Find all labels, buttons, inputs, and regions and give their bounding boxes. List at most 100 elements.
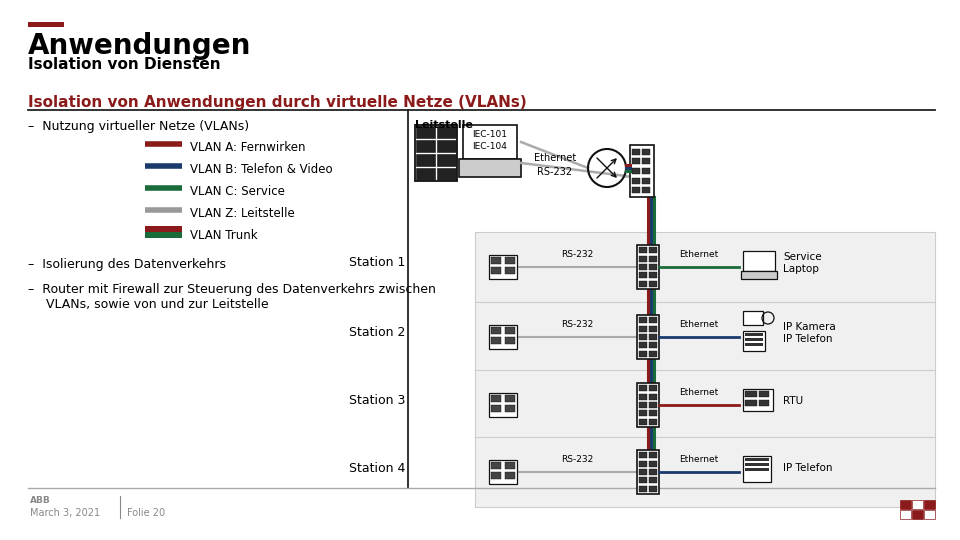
Bar bbox=[743, 331, 765, 351]
Bar bbox=[475, 302, 935, 372]
Bar bbox=[505, 337, 515, 344]
Text: ABB: ABB bbox=[30, 496, 51, 505]
Bar bbox=[639, 477, 647, 483]
Bar bbox=[639, 272, 647, 278]
Bar bbox=[745, 391, 757, 397]
Bar bbox=[759, 391, 769, 397]
Bar bbox=[505, 462, 515, 469]
Bar bbox=[415, 125, 457, 181]
Bar bbox=[505, 405, 515, 412]
Bar bbox=[632, 148, 640, 154]
Bar bbox=[745, 463, 769, 466]
Text: VLAN Z: Leitstelle: VLAN Z: Leitstelle bbox=[190, 207, 295, 220]
Text: Ethernet: Ethernet bbox=[534, 153, 576, 163]
Bar bbox=[743, 311, 763, 325]
Bar bbox=[642, 168, 650, 174]
Text: IEC-104: IEC-104 bbox=[472, 142, 508, 151]
Text: Service
Laptop: Service Laptop bbox=[783, 252, 822, 274]
Text: Isolation von Diensten: Isolation von Diensten bbox=[28, 57, 221, 72]
Bar bbox=[745, 333, 763, 336]
Bar bbox=[649, 469, 657, 475]
Bar bbox=[437, 154, 456, 166]
Bar bbox=[491, 395, 501, 402]
Bar bbox=[649, 318, 657, 323]
Bar bbox=[649, 485, 657, 491]
Text: Anwendungen: Anwendungen bbox=[28, 32, 252, 60]
Text: Station 1: Station 1 bbox=[348, 256, 405, 269]
Text: IEC-101: IEC-101 bbox=[472, 130, 508, 139]
Bar bbox=[639, 469, 647, 475]
Bar bbox=[505, 257, 515, 264]
Bar bbox=[642, 158, 650, 164]
Bar bbox=[649, 350, 657, 356]
Text: VLAN A: Fernwirken: VLAN A: Fernwirken bbox=[190, 141, 305, 154]
Bar bbox=[639, 350, 647, 356]
Bar bbox=[912, 500, 923, 509]
Bar bbox=[505, 395, 515, 402]
Bar bbox=[639, 281, 647, 287]
Bar bbox=[437, 126, 456, 138]
Bar bbox=[491, 405, 501, 412]
Bar bbox=[639, 485, 647, 491]
Bar bbox=[639, 318, 647, 323]
Text: Station 4: Station 4 bbox=[348, 462, 405, 475]
Text: Isolation von Anwendungen durch virtuelle Netze (VLANs): Isolation von Anwendungen durch virtuell… bbox=[28, 95, 527, 110]
Bar bbox=[491, 462, 501, 469]
Bar bbox=[649, 272, 657, 278]
Bar bbox=[649, 418, 657, 424]
Bar bbox=[639, 247, 647, 253]
Bar bbox=[639, 461, 647, 467]
Bar bbox=[642, 187, 650, 193]
Text: IP Kamera
IP Telefon: IP Kamera IP Telefon bbox=[783, 322, 836, 344]
Text: Ethernet: Ethernet bbox=[680, 455, 719, 464]
Bar bbox=[630, 145, 654, 197]
Bar bbox=[900, 500, 911, 509]
Bar bbox=[649, 326, 657, 332]
Bar bbox=[637, 245, 659, 289]
Text: RS-232: RS-232 bbox=[561, 320, 593, 329]
Bar bbox=[505, 327, 515, 334]
Text: VLAN Trunk: VLAN Trunk bbox=[190, 229, 257, 242]
Bar bbox=[649, 247, 657, 253]
Bar bbox=[637, 383, 659, 427]
Bar bbox=[639, 326, 647, 332]
Bar bbox=[743, 251, 775, 271]
Text: March 3, 2021: March 3, 2021 bbox=[30, 508, 100, 518]
Bar bbox=[632, 158, 640, 164]
Text: VLANs, sowie von und zur Leitstelle: VLANs, sowie von und zur Leitstelle bbox=[46, 298, 269, 311]
Bar bbox=[745, 338, 763, 341]
Text: RS-232: RS-232 bbox=[538, 167, 572, 177]
Bar bbox=[649, 342, 657, 348]
Bar bbox=[639, 410, 647, 416]
Text: Ethernet: Ethernet bbox=[680, 250, 719, 259]
Bar bbox=[639, 334, 647, 340]
Text: Ethernet: Ethernet bbox=[680, 320, 719, 329]
Bar bbox=[459, 159, 521, 177]
Bar bbox=[649, 264, 657, 270]
Bar bbox=[649, 477, 657, 483]
Text: Ethernet: Ethernet bbox=[680, 388, 719, 397]
Text: –  Router mit Firewall zur Steuerung des Datenverkehrs zwischen: – Router mit Firewall zur Steuerung des … bbox=[28, 283, 436, 296]
Bar bbox=[649, 386, 657, 392]
Bar bbox=[437, 140, 456, 152]
Bar bbox=[491, 337, 501, 344]
Bar bbox=[489, 460, 517, 484]
Bar bbox=[632, 178, 640, 184]
Bar bbox=[639, 386, 647, 392]
Text: Leitstelle: Leitstelle bbox=[415, 120, 473, 130]
Bar bbox=[745, 343, 763, 346]
Bar bbox=[639, 402, 647, 408]
Text: Station 2: Station 2 bbox=[348, 327, 405, 340]
Bar bbox=[28, 22, 64, 27]
Bar bbox=[649, 334, 657, 340]
Bar bbox=[475, 232, 935, 302]
Bar bbox=[759, 400, 769, 406]
Bar bbox=[145, 226, 182, 232]
Text: RTU: RTU bbox=[783, 396, 804, 406]
Bar bbox=[924, 500, 935, 509]
Bar bbox=[632, 187, 640, 193]
Text: Station 3: Station 3 bbox=[348, 395, 405, 408]
Bar bbox=[491, 472, 501, 479]
Bar bbox=[649, 255, 657, 262]
Text: IP Telefon: IP Telefon bbox=[783, 463, 832, 473]
